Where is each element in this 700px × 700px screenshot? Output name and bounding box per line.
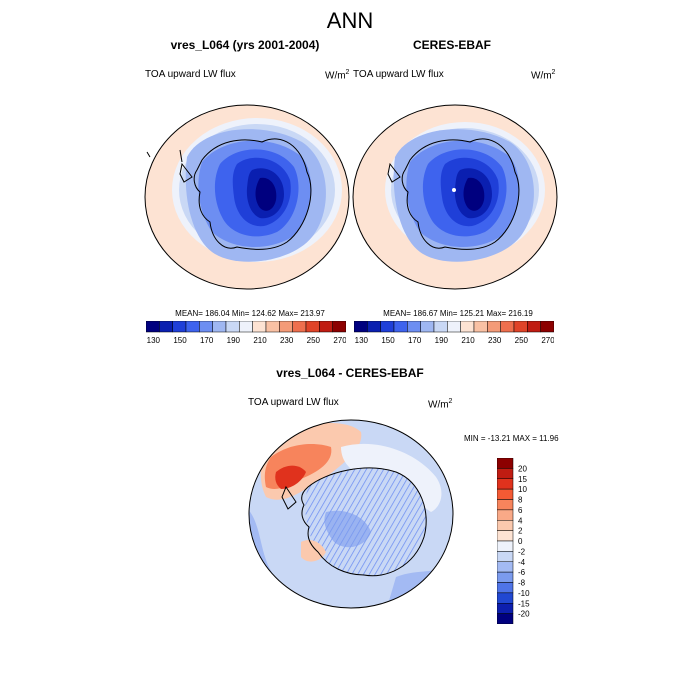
panel3-colorbar-tick-label: 8 — [518, 496, 523, 505]
panel1-colorbar-swatch — [279, 321, 293, 333]
panel2-colorbar-swatch — [473, 321, 488, 333]
panel1-colorbar-swatch — [332, 321, 346, 333]
panel3-colorbar-swatch — [497, 478, 514, 490]
panel3-colorbar-swatch — [497, 499, 514, 511]
panel1-colorbar-tick-label: 170 — [200, 336, 214, 345]
panel3-colorbar-swatch — [497, 551, 514, 562]
panel1-colorbar-tick-label: 230 — [280, 336, 294, 345]
panel2-colorbar-tick-label: 270 — [541, 336, 554, 345]
panel1-colorbar-swatch — [146, 321, 160, 333]
panel3-colorbar-tick-label: 4 — [518, 516, 523, 525]
page-title: ANN — [326, 8, 374, 33]
panel2-colorbar-swatch — [527, 321, 541, 333]
panel3-colorbar-swatch — [497, 540, 514, 552]
panel3-polar-map — [248, 419, 454, 609]
panel1-colorbar-swatch — [172, 321, 187, 333]
panel1-colorbar-tick-label: 250 — [307, 336, 321, 345]
panel2-polar-map — [352, 104, 558, 290]
panel2-colorbar-swatch — [354, 321, 368, 333]
panel3-colorbar-swatch — [497, 520, 514, 531]
panel3-colorbar-tick-label: -10 — [518, 589, 530, 598]
panel1-stats: MEAN= 186.04 Min= 124.62 Max= 213.97 — [175, 309, 325, 318]
panel2-colorbar-swatch — [433, 321, 448, 333]
panel3-colorbar-swatch — [497, 468, 514, 479]
panel3-colorbar-tick-label: -4 — [518, 558, 526, 567]
panel3-colorbar-tick-label: -8 — [518, 579, 526, 588]
panel2-colorbar-tick-label: 250 — [515, 336, 529, 345]
panel2-colorbar-swatch — [447, 321, 461, 333]
panel3-colorbar-tick-label: 0 — [518, 537, 523, 546]
panel3-colorbar-tick-label: -20 — [518, 610, 530, 619]
panel1-colorbar-tick-label: 130 — [147, 336, 161, 345]
panel3-colorbar-tick-label: 15 — [518, 475, 527, 484]
panel1-colorbar-swatch — [212, 321, 227, 333]
panel2-colorbar: 130 150 170 190 210 230 250 270 — [354, 321, 554, 345]
panel2-title: CERES-EBAF — [412, 38, 491, 52]
panel2-colorbar-tick-label: 230 — [488, 336, 502, 345]
panel1-colorbar-swatch — [199, 321, 213, 333]
panel2-stats: MEAN= 186.67 Min= 125.21 Max= 216.19 — [383, 309, 533, 318]
panel2-colorbar-swatch — [407, 321, 421, 333]
panel3-colorbar-tick-label: 2 — [518, 527, 523, 536]
panel3-colorbar-swatch — [497, 530, 514, 542]
panel1-colorbar-swatch — [265, 321, 280, 333]
panel1-colorbar-swatch — [292, 321, 307, 333]
panel1-colorbar-swatch — [239, 321, 253, 333]
panel3-colorbar-tick-label: 6 — [518, 506, 523, 515]
panel1-title: vres_L064 (yrs 2001-2004) — [170, 38, 320, 52]
panel3-colorbar-tick-label: -6 — [518, 568, 526, 577]
panel1-polar-map — [144, 104, 350, 290]
panel1-units: W/m2 — [325, 69, 350, 82]
panel3-colorbar-swatch — [497, 582, 514, 594]
panel3-colorbar-swatch — [497, 592, 514, 604]
panel1-colorbar-tick-label: 150 — [173, 336, 187, 345]
panel3-colorbar-swatch — [497, 571, 514, 583]
panel1-variable: TOA upward LW flux — [145, 69, 236, 80]
panel3-colorbar-swatch — [497, 613, 514, 624]
panel2-colorbar-swatch — [487, 321, 501, 333]
panel2-colorbar-tick-label: 150 — [381, 336, 395, 345]
panel3-colorbar-tick-label: 20 — [518, 464, 527, 473]
panel2-colorbar-tick-label: 130 — [355, 336, 369, 345]
panel2-colorbar-tick-label: 170 — [408, 336, 422, 345]
panel3-colorbar-swatch — [497, 603, 514, 614]
panel1-colorbar-swatch — [185, 321, 200, 333]
panel3-colorbar-swatch — [497, 458, 514, 469]
panel3-colorbar-swatch — [497, 561, 514, 573]
panel3-variable: TOA upward LW flux — [248, 397, 339, 408]
panel2-colorbar-swatch — [513, 321, 528, 333]
panel2-colorbar-swatch — [420, 321, 435, 333]
panel2-colorbar-swatch — [540, 321, 554, 333]
panel3-colorbar-tick-label: -15 — [518, 599, 530, 608]
panel3-units: W/m2 — [428, 398, 453, 411]
panel2-colorbar-swatch — [393, 321, 408, 333]
panel1-colorbar-swatch — [252, 321, 267, 333]
panel1-colorbar-tick-label: 190 — [227, 336, 241, 345]
panel2-colorbar-swatch — [460, 321, 475, 333]
panel3-colorbar-swatch — [497, 488, 514, 500]
panel2-colorbar-swatch — [380, 321, 395, 333]
panel1-colorbar-swatch — [159, 321, 173, 333]
panel3-title: vres_L064 - CERES-EBAF — [276, 366, 424, 380]
panel2-colorbar-tick-label: 190 — [435, 336, 449, 345]
panel3-colorbar-tick-label: 10 — [518, 485, 527, 494]
panel1-colorbar-swatch — [305, 321, 320, 333]
panel2-units: W/m2 — [531, 69, 556, 82]
panel1-colorbar-tick-label: 210 — [253, 336, 267, 345]
panel1-colorbar: 130 150 170 190 210 230 250 270 — [146, 321, 346, 345]
panel2-colorbar-tick-label: 210 — [461, 336, 475, 345]
panel3-colorbar-tick-label: -2 — [518, 547, 526, 556]
panel1-colorbar-swatch — [319, 321, 333, 333]
panel1-colorbar-swatch — [225, 321, 240, 333]
panel2-colorbar-swatch — [500, 321, 515, 333]
panel2-colorbar-swatch — [367, 321, 381, 333]
panel1-colorbar-tick-label: 270 — [333, 336, 346, 345]
panel2-variable: TOA upward LW flux — [353, 69, 444, 80]
panel3-colorbar-swatch — [497, 509, 514, 521]
panel3-stats: MIN = -13.21 MAX = 11.96 — [464, 434, 559, 443]
